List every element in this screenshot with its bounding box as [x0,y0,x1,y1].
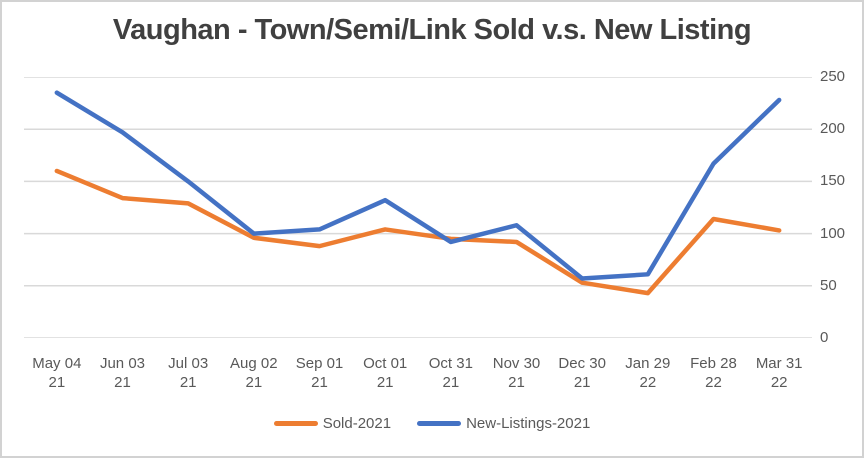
legend-label-new-listings: New-Listings-2021 [466,415,591,432]
legend: Sold-2021 New-Listings-2021 [2,415,862,432]
x-tick-label: Jul 03 21 [168,355,209,391]
x-tick-label: Aug 02 21 [230,355,278,391]
y-tick-label: 100 [820,224,846,242]
x-tick-label: Jun 03 21 [99,355,146,391]
line-sold-2021 [54,168,782,296]
legend-item-sold: Sold-2021 [273,415,392,432]
x-tick-label: Feb 28 22 [690,355,737,391]
x-tick-label: Mar 31 22 [755,355,803,391]
y-tick-label: 150 [820,172,846,190]
legend-label-sold: Sold-2021 [322,415,392,432]
y-tick-label: 0 [820,329,829,346]
y-tick-label: 200 [820,120,846,138]
line-new-listings-2021 [54,90,782,281]
y-tick-label: 50 [820,276,837,294]
x-tick-label: Jan 29 22 [625,355,671,391]
x-tick-label: Oct 01 21 [363,355,408,391]
legend-item-new-listings: New-Listings-2021 [417,415,590,432]
legend-swatch-new-listings-icon [417,421,462,426]
plot-area [24,77,812,338]
chart-title: Vaughan - Town/Semi/Link Sold v.s. New L… [112,14,752,46]
legend-swatch-sold-icon [273,421,318,426]
x-tick-label: Oct 31 21 [428,355,473,391]
x-tick-label: Nov 30 21 [492,355,541,391]
x-tick-label: Sep 01 21 [295,355,344,391]
y-tick-label: 250 [820,68,846,85]
x-tick-label: May 04 21 [32,355,82,391]
x-tick-label: Dec 30 21 [558,355,606,391]
